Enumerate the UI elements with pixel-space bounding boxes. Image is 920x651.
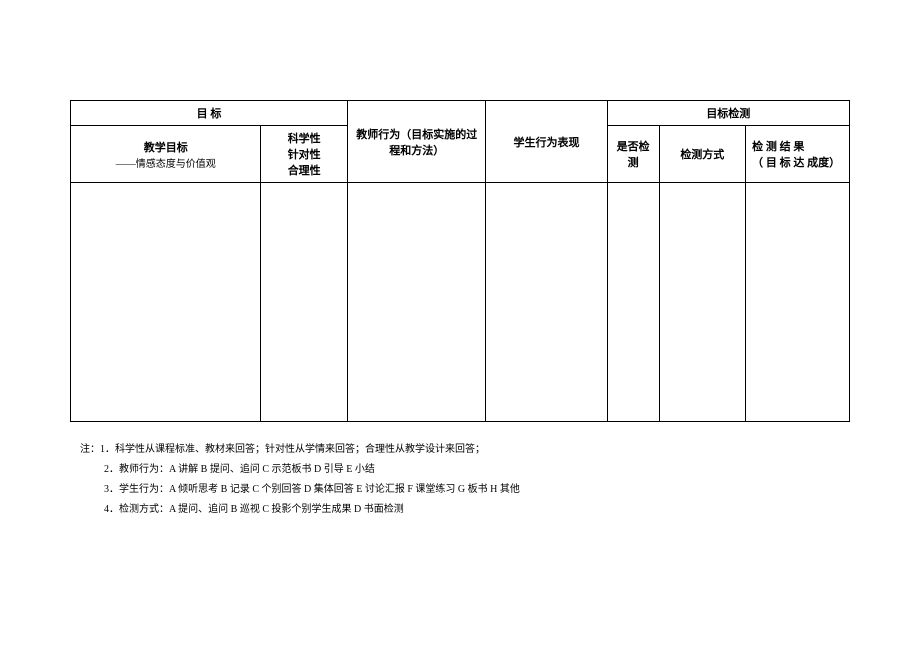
note-line-4: 4．检测方式：A 提问、追问 B 巡视 C 投影个别学生成果 D 书面检测	[80, 500, 850, 520]
col-test-method: 检测方式	[659, 126, 746, 183]
cell-test-result	[746, 183, 850, 422]
col-student-behavior: 学生行为表现	[486, 101, 607, 183]
note-line-2: 2．教师行为：A 讲解 B 提问、追问 C 示范板书 D 引导 E 小结	[80, 460, 850, 480]
cell-criteria	[261, 183, 348, 422]
teaching-goal-main: 教学目标	[77, 139, 254, 155]
col-is-tested: 是否检测	[607, 126, 659, 183]
cell-student-behavior	[486, 183, 607, 422]
test-result-line-2: （ 目 标 达 成度）	[752, 154, 843, 170]
col-teaching-goal: 教学目标 ——情感态度与价值观	[71, 126, 261, 183]
col-test-result: 检 测 结 果 （ 目 标 达 成度）	[746, 126, 850, 183]
note-1-text: 1．科学性从课程标准、教材来回答；针对性从学情来回答；合理性从教学设计来回答；	[100, 444, 485, 455]
cell-teaching-goal	[71, 183, 261, 422]
note-line-1: 注：1．科学性从课程标准、教材来回答；针对性从学情来回答；合理性从教学设计来回答…	[80, 440, 850, 460]
notes-prefix: 注：	[80, 444, 100, 455]
col-goal: 目 标	[71, 101, 348, 126]
criteria-line-3: 合理性	[267, 162, 341, 178]
cell-is-tested	[607, 183, 659, 422]
col-criteria: 科学性 针对性 合理性	[261, 126, 348, 183]
col-goal-test: 目标检测	[607, 101, 849, 126]
body-row	[71, 183, 850, 422]
col-teacher-behavior: 教师行为（目标实施的过程和方法）	[347, 101, 485, 183]
cell-teacher-behavior	[347, 183, 485, 422]
teaching-goal-sub: ——情感态度与价值观	[77, 155, 254, 170]
cell-test-method	[659, 183, 746, 422]
notes-block: 注：1．科学性从课程标准、教材来回答；针对性从学情来回答；合理性从教学设计来回答…	[70, 440, 850, 520]
criteria-line-2: 针对性	[267, 146, 341, 162]
criteria-line-1: 科学性	[267, 130, 341, 146]
evaluation-table: 目 标 教师行为（目标实施的过程和方法） 学生行为表现 目标检测 教学目标 ——…	[70, 100, 850, 422]
header-row-1: 目 标 教师行为（目标实施的过程和方法） 学生行为表现 目标检测	[71, 101, 850, 126]
test-result-line-1: 检 测 结 果	[752, 138, 843, 154]
note-line-3: 3．学生行为：A 倾听思考 B 记录 C 个别回答 D 集体回答 E 讨论汇报 …	[80, 480, 850, 500]
